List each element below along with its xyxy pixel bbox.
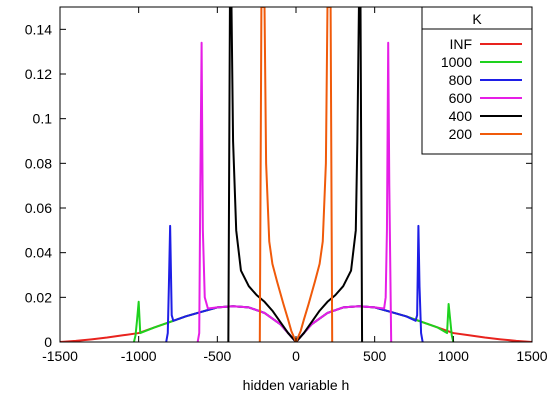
series-line-800: [165, 224, 424, 342]
legend-label-200: 200: [449, 126, 473, 142]
y-tick-label: 0.1: [33, 111, 53, 127]
legend-label-inf: INF: [449, 36, 472, 52]
legend-label-800: 800: [449, 72, 473, 88]
y-tick-label: 0.02: [25, 289, 52, 305]
y-tick-label: 0: [44, 334, 52, 350]
x-tick-label: -1000: [121, 348, 157, 364]
y-tick-label: 0.08: [25, 155, 52, 171]
legend-label-1000: 1000: [441, 54, 472, 70]
x-tick-label: 1000: [438, 348, 469, 364]
y-tick-label: 0.06: [25, 200, 52, 216]
x-tick-label: 1500: [516, 348, 547, 364]
series-line-200: [258, 7, 334, 342]
x-axis-label: hidden variable h: [243, 377, 350, 393]
legend: K INF 1000 800 600 400 200: [421, 6, 533, 155]
x-tick-label: -1500: [42, 348, 78, 364]
y-tick-label: 0.04: [25, 245, 52, 261]
series-line-1000: [132, 300, 455, 342]
series-line-400: [227, 7, 364, 342]
legend-title: K: [472, 11, 482, 27]
tick-labels-layer: -1500 -1000 -500 0 500 1000 1500 0 0.02 0.04 0.06 0…: [25, 21, 548, 364]
x-tick-label: 0: [292, 348, 300, 364]
legend-entries: INF 1000 800 600 400 200: [441, 36, 522, 142]
y-tick-label: 0.12: [25, 66, 52, 82]
x-tick-label: 500: [363, 348, 387, 364]
series-layer: [60, 7, 532, 342]
legend-label-600: 600: [449, 90, 473, 106]
x-tick-label: -500: [203, 348, 231, 364]
y-tick-label: 0.14: [25, 21, 52, 37]
legend-label-400: 400: [449, 108, 473, 124]
